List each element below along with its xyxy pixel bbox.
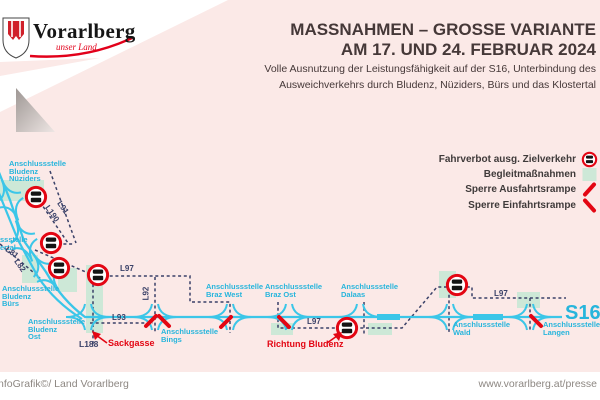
legend-label: Fahrverbot ausg. Zielverkehr <box>438 154 576 166</box>
title-line-2: AM 17. UND 24. FEBRUAR 2024 <box>340 40 596 60</box>
red-slash-up-icon <box>581 182 598 197</box>
junction-label-wald: Anschlussstelle Wald <box>453 320 511 337</box>
vorarlberg-logo: Vorarlberg unser Land <box>0 16 170 64</box>
legend-label: Sperre Einfahrtsrampe <box>468 199 576 211</box>
entry-ramp-closed-bings <box>157 314 171 328</box>
logo-wordmark: Vorarlberg <box>33 19 136 43</box>
green-area-icon <box>581 167 598 182</box>
exit-ramp-closed-braz-west <box>219 315 233 329</box>
legend-item-begleitmassnahmen: Begleitmaßnahmen <box>439 167 598 182</box>
footer-bar: nfoGrafik©/ Land Vorarlberg www.vorarlbe… <box>0 372 600 400</box>
entry-ramp-closed-langen <box>529 314 543 328</box>
road-label-l97-1: L97 <box>120 264 134 273</box>
legend-item-sperre-einfahrt: Sperre Einfahrtsrampe <box>439 198 598 213</box>
legend-label: Sperre Ausfahrtsrampe <box>465 184 576 196</box>
footer-url: www.vorarlberg.at/presse <box>478 378 597 390</box>
junction-label-bings: Anschlussstelle Bings <box>161 327 219 344</box>
junction-label-bludenz-ost: Anschlussstelle Bludenz Ost <box>28 317 86 342</box>
no-vehicles-sign-icon <box>581 151 598 168</box>
driving-ban-signs <box>24 185 469 340</box>
junction-label-dalaas: Anschlussstelle Dalaas <box>341 282 399 299</box>
junction-label-braz-west: Anschlussstelle Braz West <box>206 282 264 299</box>
footer-credit: nfoGrafik©/ Land Vorarlberg <box>0 378 129 390</box>
logo-tagline: unser Land <box>56 42 97 52</box>
junction-label-clipped: ssstelle ertal <box>0 235 28 252</box>
red-slash-down-icon <box>581 198 598 213</box>
road-label-l93: L93 <box>112 313 126 322</box>
title-line-1: MASSNAHMEN – GROSSE VARIANTE <box>290 20 596 39</box>
note-sackgasse: Sackgasse <box>108 338 155 348</box>
page-subtitle: Volle Ausnutzung der Leistungsfähigkeit … <box>264 61 596 94</box>
junction-label-langen: Anschlussstelle Langen <box>543 320 600 337</box>
legend-item-fahrverbot: Fahrverbot ausg. Zielverkehr <box>438 151 598 168</box>
road-label-l97-3: L97 <box>494 289 508 298</box>
road-label-l97-2: L97 <box>307 317 321 326</box>
note-richtung-bludenz: Richtung Bludenz <box>267 339 344 349</box>
legend-item-sperre-ausfahrt: Sperre Ausfahrtsrampe <box>439 182 598 197</box>
road-label-l188: L188 <box>79 339 99 349</box>
legend: Fahrverbot ausg. Zielverkehr Begleitmaßn… <box>438 151 598 213</box>
page-title: MASSNAHMEN – GROSSE VARIANTE AM 17. UND … <box>290 20 596 61</box>
legend-label: Begleitmaßnahmen <box>483 169 576 181</box>
subtitle-line-1: Volle Ausnutzung der Leistungsfähigkeit … <box>264 63 596 75</box>
road-label-l82: L82 <box>12 257 28 274</box>
exit-ramp-closed-bings <box>144 314 158 328</box>
tunnel-segment <box>377 314 400 320</box>
coat-of-arms-icon <box>2 17 133 59</box>
road-label-l92: L92 <box>141 286 151 301</box>
gray-fold-shadow <box>16 88 55 132</box>
subtitle-line-2: Ausweichverkehrs durch Bludenz, Nüziders… <box>279 79 596 92</box>
junction-label-bludenz-nueziders: Anschlussstelle Bludenz Nüziders <box>9 159 67 184</box>
entry-ramp-closed-braz-ost <box>277 315 291 329</box>
motorway-label-s16: S16 <box>565 302 600 324</box>
junction-label-braz-ost: Anschlussstelle Braz Ost <box>265 282 323 299</box>
logo-swoosh <box>29 36 133 58</box>
junction-label-bludenz-buers: Anschlussstelle Bludenz Bürs <box>2 284 60 309</box>
